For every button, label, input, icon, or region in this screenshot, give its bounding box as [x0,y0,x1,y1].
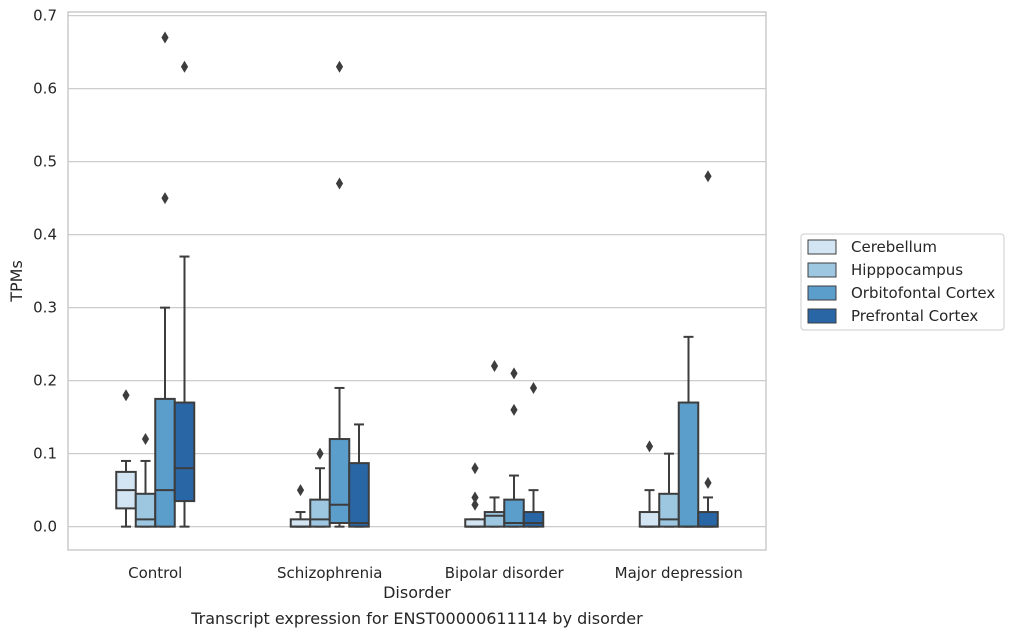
legend-swatch [807,285,837,301]
box-group [173,60,196,528]
y-tick-label: 0.7 [33,7,57,25]
box [522,511,545,528]
box [154,397,176,528]
outlier-point [490,360,499,373]
outlier-point [529,381,538,394]
x-tick-labels: Control Schizophrenia Bipolar disorder Majo… [128,564,743,582]
outlier-point [335,60,344,73]
box-group [677,335,700,528]
box [328,438,351,524]
box-group [154,31,176,528]
box-group [522,381,545,528]
outlier-point [161,31,169,44]
legend-frame [800,233,1005,331]
box-group [503,367,525,528]
outlier-point [141,433,150,446]
y-tick-label: 0.6 [33,80,57,98]
box [309,498,331,528]
box-group [464,462,486,528]
box [173,401,196,503]
outlier-point [161,192,169,205]
legend-swatch [807,262,837,278]
legend-label: Prefrontal Cortex [851,307,978,325]
outlier-point [316,447,324,460]
y-tick-label: 0.0 [33,518,57,536]
box [638,511,661,528]
outlier-point [645,440,654,453]
box-group [134,433,157,528]
box [464,518,486,528]
box-group [658,452,680,528]
outlier-point [335,177,344,190]
legend-label: Orbitofontal Cortex [851,284,995,302]
y-axis-label: TPMs [7,260,26,303]
x-tick-label: Bipolar disorder [445,564,565,582]
plot-frame [67,11,767,551]
box [483,511,506,528]
x-axis-label: Disorder [383,583,451,602]
box [134,492,157,528]
figure-caption: Transcript expression for ENST0000061111… [191,609,643,628]
y-tick-label: 0.1 [33,445,57,463]
legend-label: Cerebellum [851,238,937,256]
box-group [328,60,351,528]
legend: Cerebellum Hipppocampus Orbitofontal Corte… [800,233,1005,331]
outlier-point [471,491,479,504]
box-group [115,389,137,528]
box [677,401,700,528]
legend-swatch [807,308,837,324]
outlier-point [471,462,479,475]
legend-swatch [807,239,837,255]
box-group [638,440,661,528]
x-tick-label: Major depression [615,564,743,582]
box-group [348,423,370,528]
y-tick-labels: 0.0 0.1 0.2 0.3 0.4 0.5 0.6 0.7 [33,7,57,536]
box-group [309,447,331,528]
x-tick-label: Control [128,564,182,582]
box [348,462,370,528]
outlier-point [704,476,712,489]
outlier-point [296,484,305,497]
outlier-point [510,403,518,416]
box-series-layer [115,31,719,528]
box [289,518,312,528]
x-tick-label: Schizophrenia [277,564,382,582]
box-group [289,484,312,528]
y-tick-label: 0.2 [33,372,57,390]
y-tick-label: 0.4 [33,226,57,244]
outlier-point [180,60,189,73]
box-group [483,360,506,528]
y-tick-label: 0.3 [33,299,57,317]
y-tick-label: 0.5 [33,153,57,171]
box-group [697,170,719,528]
outlier-point [122,389,130,402]
outlier-point [510,367,518,380]
outlier-point [704,170,712,183]
box [658,492,680,528]
outlier-point [471,498,479,511]
legend-items: Cerebellum Hipppocampus Orbitofontal Corte… [807,238,995,325]
box [697,511,719,528]
legend-label: Hipppocampus [851,261,963,279]
